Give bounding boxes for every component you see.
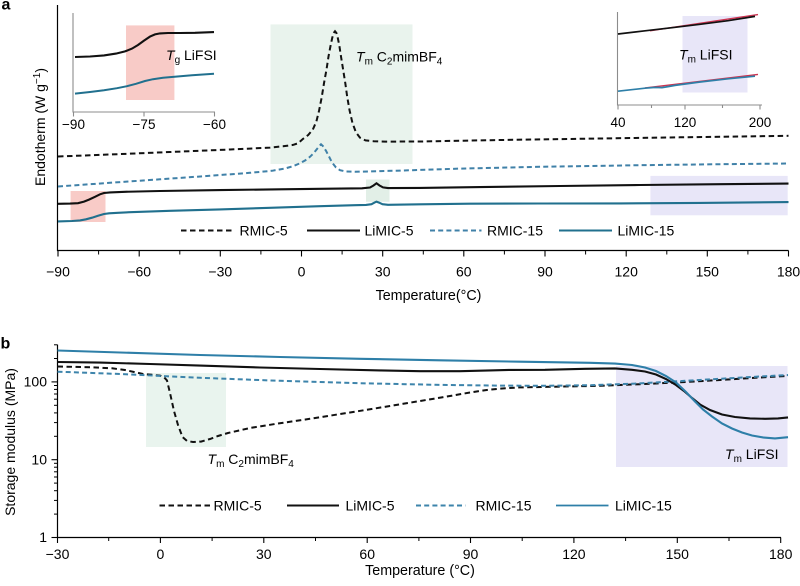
svg-text:LiMIC-15: LiMIC-15: [618, 223, 675, 239]
svg-text:200: 200: [749, 115, 772, 130]
svg-text:−90: −90: [46, 264, 70, 280]
svg-text:Tm C2mimBF4: Tm C2mimBF4: [356, 49, 443, 68]
svg-text:RMIC-5: RMIC-5: [214, 498, 262, 514]
svg-text:Tm C2mimBF4: Tm C2mimBF4: [208, 451, 295, 470]
svg-text:30: 30: [375, 264, 391, 280]
svg-text:1: 1: [39, 529, 47, 545]
svg-text:Tm LiFSI: Tm LiFSI: [725, 446, 778, 465]
svg-text:b: b: [1, 336, 11, 353]
svg-text:LiMIC-5: LiMIC-5: [365, 223, 414, 239]
svg-text:RMIC-15: RMIC-15: [487, 223, 543, 239]
svg-text:90: 90: [537, 264, 553, 280]
svg-text:180: 180: [769, 546, 793, 562]
svg-text:120: 120: [562, 546, 586, 562]
svg-text:Storage modulus (MPa): Storage modulus (MPa): [2, 368, 18, 516]
svg-text:100: 100: [24, 374, 48, 390]
svg-text:90: 90: [463, 546, 479, 562]
svg-text:Tm LiFSI: Tm LiFSI: [679, 47, 732, 66]
svg-text:10: 10: [31, 451, 47, 467]
svg-text:LiMIC-15: LiMIC-15: [615, 498, 672, 514]
svg-text:30: 30: [256, 546, 272, 562]
svg-text:Tg LiFSI: Tg LiFSI: [166, 47, 217, 66]
svg-text:180: 180: [777, 264, 800, 280]
svg-text:−30: −30: [46, 546, 70, 562]
svg-text:0: 0: [298, 264, 306, 280]
svg-text:−60: −60: [127, 264, 151, 280]
svg-text:a: a: [2, 0, 11, 14]
svg-text:−90: −90: [62, 117, 85, 132]
svg-text:0: 0: [157, 546, 165, 562]
svg-text:−30: −30: [208, 264, 232, 280]
svg-text:150: 150: [696, 264, 720, 280]
svg-text:RMIC-5: RMIC-5: [240, 223, 288, 239]
svg-text:40: 40: [610, 115, 625, 130]
svg-text:−60: −60: [203, 117, 226, 132]
svg-text:RMIC-15: RMIC-15: [476, 498, 532, 514]
svg-text:Temperature (°C): Temperature (°C): [365, 563, 475, 579]
svg-text:Endotherm (W g−1): Endotherm (W g−1): [32, 68, 48, 186]
svg-text:Temperature(°C): Temperature(°C): [376, 288, 482, 304]
svg-text:150: 150: [666, 546, 690, 562]
svg-text:−75: −75: [133, 117, 156, 132]
svg-text:LiMIC-5: LiMIC-5: [346, 498, 395, 514]
svg-text:60: 60: [359, 546, 375, 562]
svg-text:120: 120: [615, 264, 639, 280]
svg-text:120: 120: [674, 115, 697, 130]
svg-text:60: 60: [456, 264, 472, 280]
